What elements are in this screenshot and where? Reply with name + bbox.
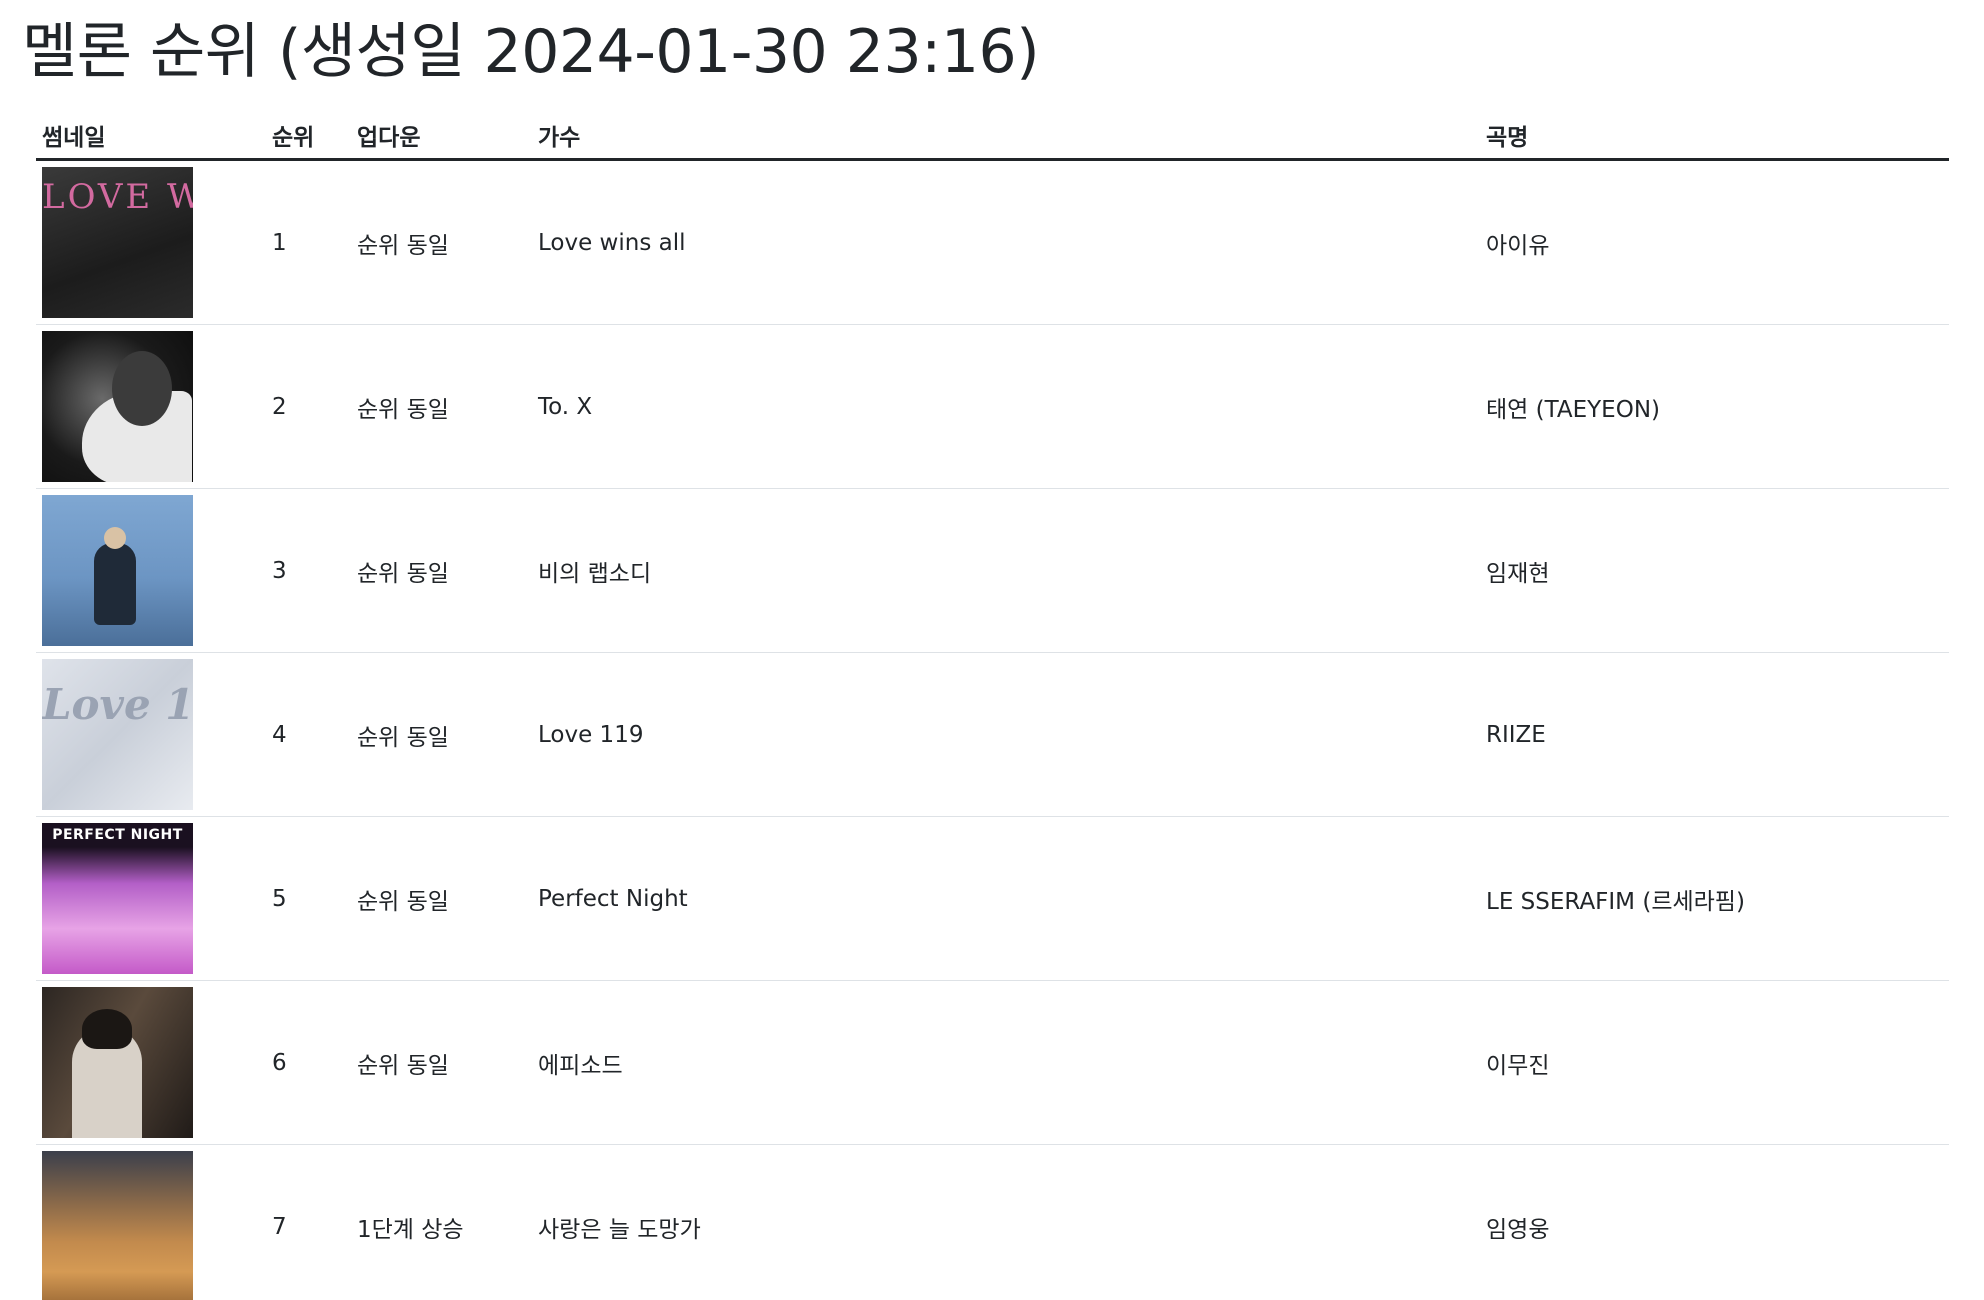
album-thumbnail: PERFECT NIGHT (42, 823, 193, 974)
rank-cell: 6 (266, 980, 351, 1145)
table-row: LOVE WINS ALL 1 순위 동일 Love wins all 아이유 (36, 159, 1949, 325)
updown-cell: 1단계 상승 (351, 1144, 532, 1300)
updown-cell: 순위 동일 (351, 652, 532, 817)
artist-cell: Perfect Night (532, 816, 1480, 981)
table-row: 7 1단계 상승 사랑은 늘 도망가 임영웅 (36, 1144, 1949, 1300)
rank-cell: 3 (266, 488, 351, 653)
album-thumbnail: Love 119 (42, 659, 193, 810)
album-thumbnail (42, 495, 193, 646)
rank-cell: 5 (266, 816, 351, 981)
thumbnail-cell: PERFECT NIGHT (36, 816, 266, 981)
album-cover-text: LOVE WINS ALL (42, 177, 193, 217)
thumbnail-cell (36, 980, 266, 1145)
song-cell: 아이유 (1480, 159, 1949, 325)
updown-cell: 순위 동일 (351, 980, 532, 1145)
rank-cell: 2 (266, 324, 351, 489)
song-cell: 태연 (TAEYEON) (1480, 324, 1949, 489)
page-title: 멜론 순위 (생성일 2024-01-30 23:16) (22, 17, 1040, 87)
thumbnail-cell: LOVE WINS ALL (36, 159, 266, 325)
song-cell: LE SSERAFIM (르세라핌) (1480, 816, 1949, 981)
artist-cell: To. X (532, 324, 1480, 489)
header-updown: 업다운 (351, 112, 532, 161)
artist-cell: Love 119 (532, 652, 1480, 817)
header-artist: 가수 (532, 112, 1480, 161)
album-thumbnail: LOVE WINS ALL (42, 167, 193, 318)
table-row: 3 순위 동일 비의 랩소디 임재현 (36, 488, 1949, 653)
album-thumbnail (42, 331, 193, 482)
thumbnail-cell: Love 119 (36, 652, 266, 817)
album-cover-text: PERFECT NIGHT (52, 827, 183, 843)
thumbnail-cell (36, 488, 266, 653)
table-row: 2 순위 동일 To. X 태연 (TAEYEON) (36, 324, 1949, 489)
artist-cell: Love wins all (532, 159, 1480, 325)
rank-cell: 4 (266, 652, 351, 817)
song-cell: RIIZE (1480, 652, 1949, 817)
song-cell: 임재현 (1480, 488, 1949, 653)
album-thumbnail (42, 1151, 193, 1300)
album-cover-text: Love 119 (42, 680, 193, 729)
header-row: 썸네일 순위 업다운 가수 곡명 (36, 112, 1949, 161)
table-body: LOVE WINS ALL 1 순위 동일 Love wins all 아이유 … (36, 159, 1949, 1300)
table-header: 썸네일 순위 업다운 가수 곡명 (36, 112, 1949, 161)
rank-cell: 1 (266, 159, 351, 325)
updown-cell: 순위 동일 (351, 159, 532, 325)
artist-cell: 비의 랩소디 (532, 488, 1480, 653)
header-thumbnail: 썸네일 (36, 112, 266, 161)
chart-table: 썸네일 순위 업다운 가수 곡명 LOVE WINS ALL 1 순위 동일 L… (36, 112, 1949, 1300)
header-song: 곡명 (1480, 112, 1949, 161)
artist-cell: 에피소드 (532, 980, 1480, 1145)
rank-cell: 7 (266, 1144, 351, 1300)
artist-cell: 사랑은 늘 도망가 (532, 1144, 1480, 1300)
song-cell: 이무진 (1480, 980, 1949, 1145)
updown-cell: 순위 동일 (351, 488, 532, 653)
table-row: 6 순위 동일 에피소드 이무진 (36, 980, 1949, 1145)
updown-cell: 순위 동일 (351, 324, 532, 489)
header-rank: 순위 (266, 112, 351, 161)
thumbnail-cell (36, 324, 266, 489)
song-cell: 임영웅 (1480, 1144, 1949, 1300)
thumbnail-cell (36, 1144, 266, 1300)
table-row: PERFECT NIGHT 5 순위 동일 Perfect Night LE S… (36, 816, 1949, 981)
table-row: Love 119 4 순위 동일 Love 119 RIIZE (36, 652, 1949, 817)
updown-cell: 순위 동일 (351, 816, 532, 981)
album-thumbnail (42, 987, 193, 1138)
